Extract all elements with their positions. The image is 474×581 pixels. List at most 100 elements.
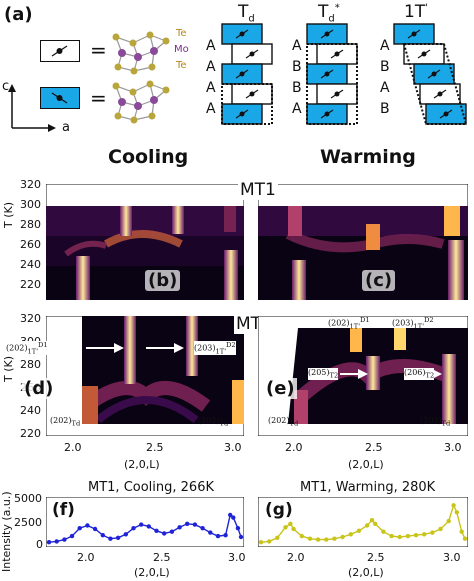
data-point (69, 533, 75, 539)
data-point (154, 528, 159, 533)
row1-ytick-240: 240 (20, 258, 41, 271)
panel-e-label: (e) (264, 378, 297, 399)
panel-f-label: (f) (52, 500, 75, 520)
data-point (62, 537, 67, 542)
data-point (373, 521, 378, 526)
data-point (405, 533, 411, 539)
row2-xtick-cool-3.0: 3.0 (224, 441, 242, 454)
series-line (48, 513, 242, 543)
data-point (315, 537, 321, 542)
data-point (200, 526, 205, 531)
line-ytick-2500: 2500 (14, 516, 42, 529)
row2-xlabel-warm: (2,0,L) (348, 458, 384, 471)
data-point (54, 539, 59, 544)
row2-ytick-240: 240 (20, 404, 41, 417)
axis-a-label: a (62, 120, 70, 135)
data-point (422, 532, 427, 537)
line-xtick-g-2.5: 2.5 (367, 551, 385, 564)
data-point (283, 525, 288, 530)
data-point (324, 537, 329, 542)
plot-g-title: MT1, Warming, 280K (300, 480, 436, 495)
annotation-e-mid-right: (206)T2 (404, 368, 435, 380)
data-point (92, 526, 98, 532)
panel-c-label: (c) (362, 270, 396, 291)
header-warming: Warming (320, 146, 416, 168)
row2-xtick-cool-2.0: 2.0 (64, 441, 82, 454)
stack-1t-layer-2: B (380, 59, 390, 75)
stack-tdstar-layer-2: B (292, 59, 302, 75)
row1-ytick-320: 320 (20, 178, 41, 191)
data-point (348, 532, 353, 537)
stack-td-star-diagram (306, 23, 358, 125)
data-point (46, 540, 52, 545)
panel-d-label: (d) (22, 378, 56, 399)
data-point (238, 534, 244, 540)
stack-tdstar-layer-3: B (292, 80, 302, 96)
data-point (438, 526, 443, 532)
data-point (85, 523, 90, 528)
data-point (267, 539, 272, 544)
line-xtick-f-2.5: 2.5 (153, 551, 171, 564)
data-point (397, 534, 402, 540)
stack-td-layer-3: A (206, 80, 216, 96)
row1-ytick-260: 260 (20, 238, 41, 251)
row2-xlabel-cool: (2,0,L) (124, 458, 160, 471)
data-point (192, 522, 198, 527)
layer-orientation-icon (51, 45, 68, 57)
data-point (115, 535, 121, 540)
stack-title-td: Td (238, 2, 255, 25)
axes-arrow-icon (8, 84, 56, 132)
data-point (430, 530, 435, 535)
data-point (288, 521, 293, 526)
data-point (369, 518, 375, 523)
data-point (235, 526, 241, 531)
annotation-d-left-peak: (202)1T'D1 (6, 341, 48, 356)
data-point (275, 535, 280, 540)
layer-orientation-icon (51, 92, 68, 104)
row2-xtick-warm-3.0: 3.0 (444, 441, 462, 454)
stack-title-td-star: Td* (318, 2, 340, 25)
data-point (139, 522, 144, 527)
data-point (231, 515, 236, 520)
row1-ytick-220: 220 (20, 278, 41, 291)
data-point (389, 533, 394, 539)
annotation-d-bottom-right: (203)Td (198, 416, 229, 428)
header-cooling: Cooling (108, 146, 189, 168)
data-point (291, 526, 296, 532)
data-point (340, 534, 345, 540)
data-point (413, 533, 419, 538)
row2-xtick-warm-2.5: 2.5 (365, 441, 383, 454)
data-point (215, 533, 221, 539)
stack-1t-prime-diagram (393, 23, 468, 125)
stack-td-layer-1: A (206, 38, 216, 54)
annotation-e-mid-left: (205)T2 (308, 368, 339, 380)
plot-f-series (46, 512, 244, 545)
panel-b-label: (b) (145, 270, 181, 291)
heatmap-panel-d (46, 316, 244, 436)
data-point (177, 525, 182, 530)
annotation-e-bottom-left: (202)Td (268, 416, 299, 428)
row2-xtick-cool-2.5: 2.5 (146, 441, 164, 454)
data-point (169, 529, 175, 534)
stack-1t-layer-4: B (380, 101, 390, 117)
line-xlabel-g: (2,0,L) (348, 566, 384, 579)
stack-tdstar-layer-1: A (292, 38, 302, 54)
data-point (459, 529, 464, 534)
row1-mt1-label: MT1 (238, 180, 278, 200)
data-point (381, 529, 386, 534)
data-point (208, 530, 213, 535)
atom-label-te-bottom: Te (176, 60, 187, 71)
heatmap-panel-b (46, 184, 244, 300)
annotation-e-top-right: (203)1T'D2 (392, 316, 434, 331)
line-xlabel-f: (2,0,L) (134, 566, 170, 579)
data-point (223, 533, 228, 538)
data-point (108, 536, 113, 541)
data-point (185, 521, 190, 526)
legend-equals-1: = (90, 38, 107, 62)
row1-ylabel: T (K) (2, 201, 15, 228)
row2-ytick-220: 220 (20, 427, 41, 440)
row2-xtick-warm-2.0: 2.0 (285, 441, 303, 454)
stack-1t-layer-1: A (380, 38, 390, 54)
line-plot-f (46, 497, 244, 547)
stack-td-diagram (221, 23, 273, 125)
